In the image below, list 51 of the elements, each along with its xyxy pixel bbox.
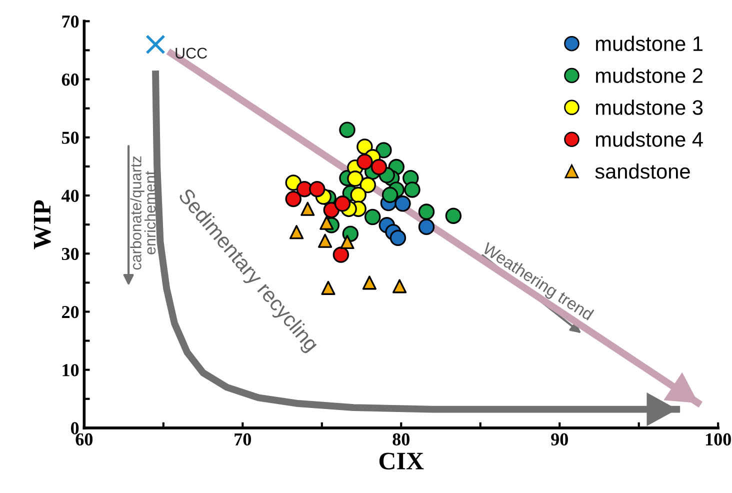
x-tick-label: 100 bbox=[706, 433, 731, 446]
y-axis-title: WIP bbox=[34, 200, 51, 250]
x-axis-title: CIX bbox=[379, 452, 424, 470]
point bbox=[339, 122, 356, 138]
point bbox=[370, 158, 388, 176]
point bbox=[289, 225, 304, 240]
y-tick-label: 50 bbox=[62, 132, 79, 144]
point bbox=[347, 170, 364, 187]
point bbox=[362, 276, 376, 290]
y-tick-label: 0 bbox=[70, 422, 79, 434]
legend-label: mudstone 4 bbox=[596, 132, 703, 147]
annotation: carbonate/quartz enrichement bbox=[130, 156, 156, 270]
legend-label: sandstone bbox=[595, 163, 690, 179]
point bbox=[285, 190, 302, 208]
point bbox=[376, 142, 392, 158]
y-tick-label: 20 bbox=[62, 306, 79, 318]
point bbox=[394, 196, 411, 212]
legend-label: mudstone 3 bbox=[596, 100, 703, 115]
point bbox=[334, 196, 351, 212]
y-tick-label: 60 bbox=[62, 74, 79, 86]
point bbox=[321, 280, 336, 295]
y-tick-label: 40 bbox=[62, 190, 79, 202]
y-tick-label: 10 bbox=[62, 364, 79, 376]
legend-label: mudstone 2 bbox=[596, 68, 702, 84]
point bbox=[360, 176, 376, 194]
x-tick-label: 70 bbox=[234, 433, 251, 446]
point bbox=[418, 204, 435, 220]
point bbox=[445, 208, 462, 224]
point bbox=[350, 186, 366, 204]
annotation: UCC bbox=[176, 48, 208, 59]
point bbox=[356, 154, 373, 170]
x-tick-label: 60 bbox=[76, 433, 93, 446]
point bbox=[404, 182, 420, 198]
point bbox=[146, 34, 166, 54]
point bbox=[390, 230, 406, 246]
point bbox=[320, 216, 334, 230]
y-tick-label: 30 bbox=[62, 248, 79, 260]
point bbox=[382, 186, 398, 204]
point bbox=[318, 234, 332, 248]
point bbox=[340, 234, 354, 250]
point bbox=[332, 246, 350, 263]
y-tick-label: 70 bbox=[62, 15, 79, 28]
point bbox=[392, 279, 407, 294]
point bbox=[418, 218, 435, 236]
point bbox=[309, 181, 326, 198]
point bbox=[356, 138, 373, 155]
x-tick-label: 90 bbox=[551, 433, 568, 446]
point bbox=[300, 202, 315, 216]
x-tick-label: 80 bbox=[392, 433, 410, 446]
legend-label: mudstone 1 bbox=[596, 36, 702, 52]
point bbox=[364, 208, 381, 226]
